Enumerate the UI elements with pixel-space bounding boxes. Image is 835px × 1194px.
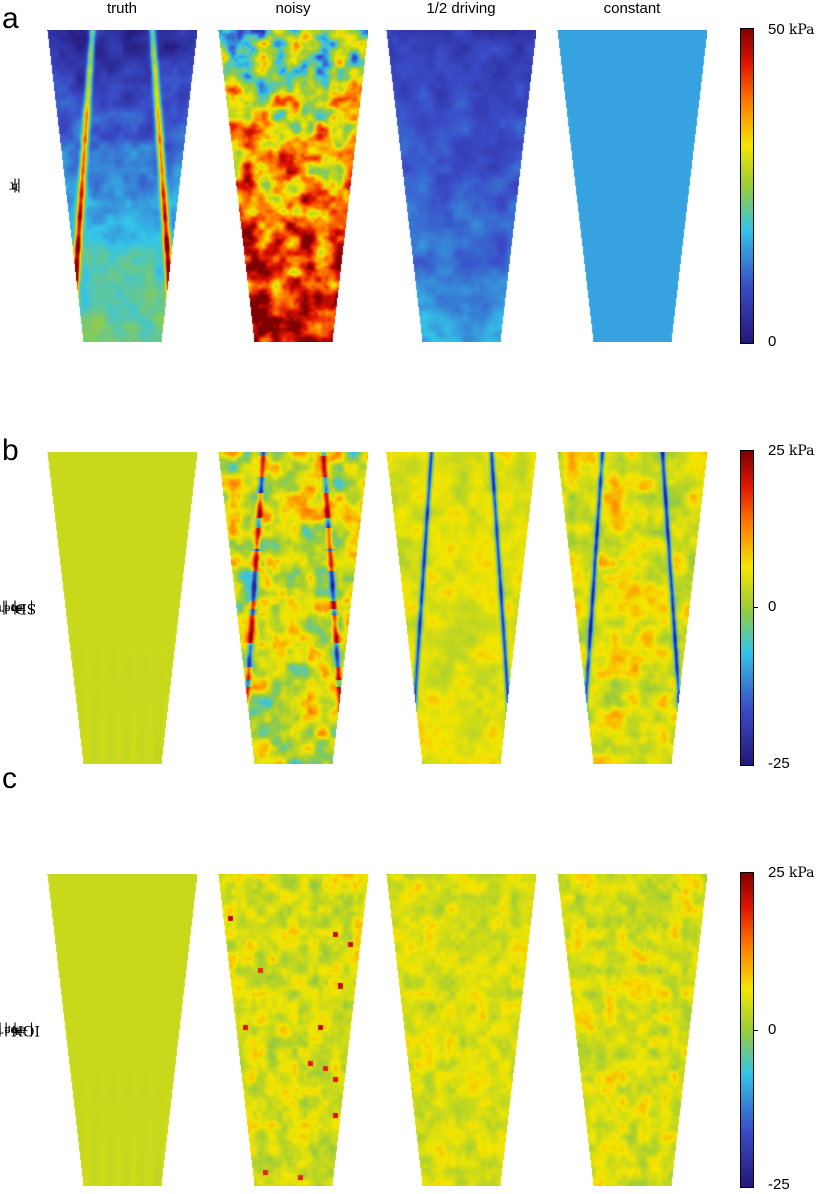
row-label-b: SD: |τbtrue| − |τbmod|	[0, 600, 37, 616]
colorbar-b-top-label: 25 kPa	[768, 442, 815, 460]
column-header-constant: constant	[603, 0, 661, 17]
constant-field-map	[557, 30, 707, 342]
panel-letter-a: a	[2, 2, 19, 35]
row-label-a: |τ b |	[8, 178, 22, 194]
colorbar-b-bottom-label: -25	[768, 755, 790, 772]
column-header-noisy: noisy	[275, 0, 311, 17]
colorbar-c-top-label: 25 kPa	[768, 864, 815, 882]
truth-field-map	[47, 30, 197, 342]
column-header-truth: truth	[106, 0, 137, 17]
colorbar-b	[740, 450, 754, 766]
noisy-field-map	[218, 30, 368, 342]
constant-ign-diff-map	[557, 874, 707, 1186]
row-label-c: IGN: |τbtrue| − |τbmod|	[0, 1022, 41, 1038]
noisy-ign-diff-map	[218, 874, 368, 1186]
colorbar-b-mid-tick	[753, 607, 758, 608]
truth-sd-diff-map	[47, 452, 197, 764]
half-driving-sd-diff-map	[386, 452, 536, 764]
half-driving-field-map	[386, 30, 536, 342]
column-header-half-driving: 1/2 driving	[426, 0, 496, 17]
half-driving-ign-diff-map	[386, 874, 536, 1186]
colorbar-b-mid-label: 0	[768, 598, 777, 615]
colorbar-c-mid-tick	[753, 1030, 758, 1031]
colorbar-a-top-label: 50 kPa	[768, 21, 815, 39]
colorbar-a	[740, 28, 754, 344]
constant-sd-diff-map	[557, 452, 707, 764]
noisy-sd-diff-map	[218, 452, 368, 764]
colorbar-c-bottom-label: -25	[768, 1176, 790, 1193]
colorbar-a-bottom-label: 0	[768, 333, 777, 350]
colorbar-c	[740, 872, 754, 1188]
panel-letter-c: c	[2, 762, 17, 795]
truth-ign-diff-map	[47, 874, 197, 1186]
panel-letter-b: b	[2, 434, 19, 467]
colorbar-c-mid-label: 0	[768, 1021, 777, 1038]
